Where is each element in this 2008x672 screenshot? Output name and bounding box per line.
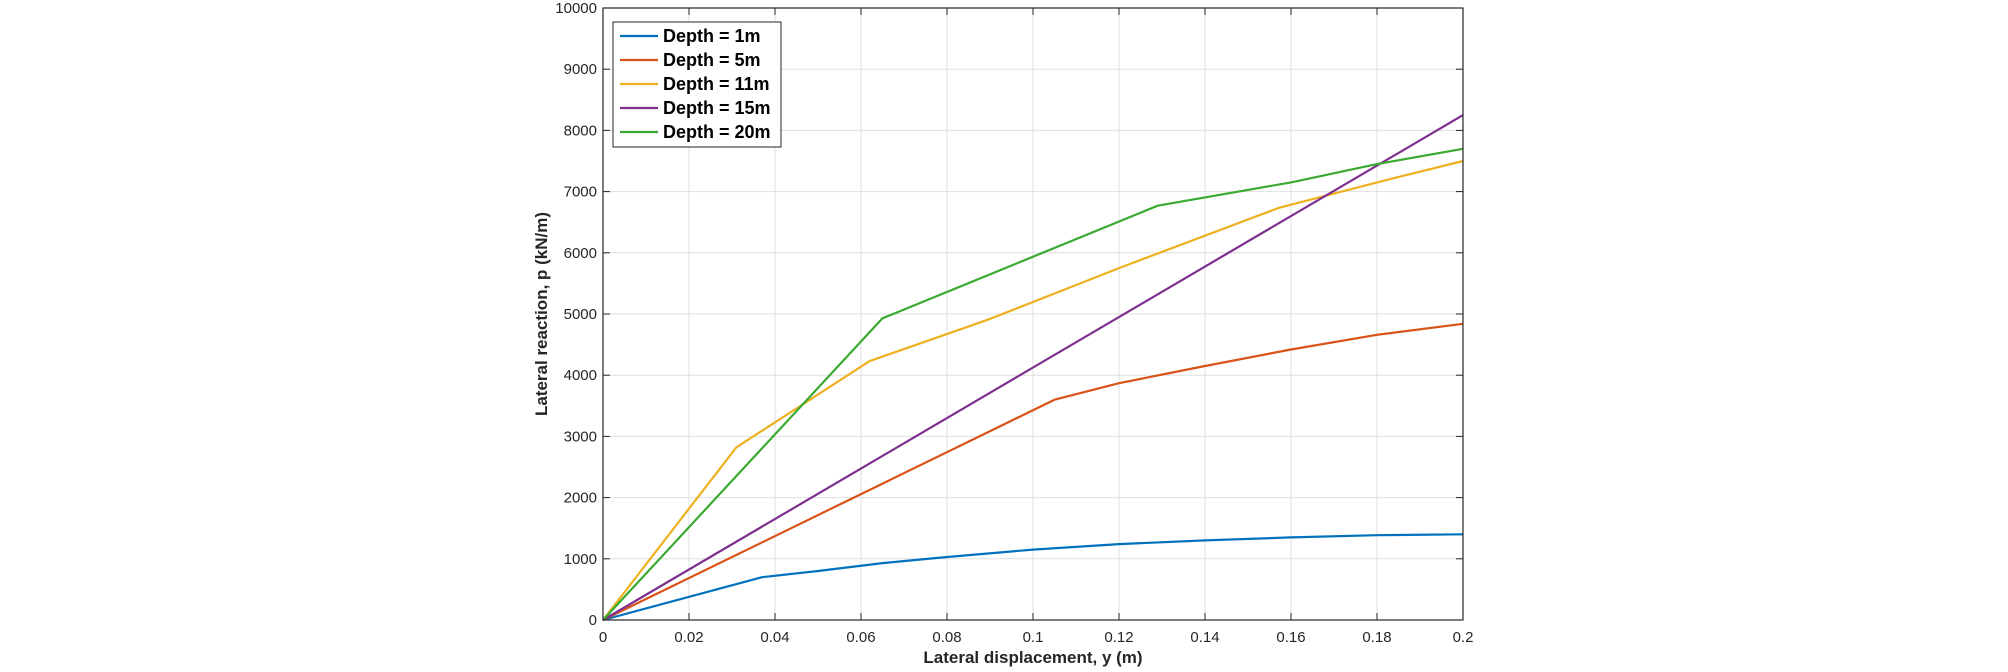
series-lines bbox=[602, 114, 1464, 622]
y-tick-label: 6000 bbox=[564, 245, 597, 262]
x-tick-label: 0.06 bbox=[846, 629, 875, 646]
series-line-3 bbox=[602, 159, 1464, 621]
legend-label-1: Depth = 1m bbox=[663, 26, 761, 46]
y-tick-label: 9000 bbox=[564, 61, 597, 78]
legend: Depth = 1m Depth = 5m Depth = 11m Depth = 1… bbox=[612, 21, 782, 148]
y-tick-label: 3000 bbox=[564, 428, 597, 445]
x-tick-label: 0.18 bbox=[1362, 629, 1391, 646]
y-tick-label: 7000 bbox=[564, 184, 597, 201]
y-tick-label: 1000 bbox=[564, 551, 597, 568]
grid bbox=[603, 8, 1463, 620]
x-tick-label: 0.08 bbox=[932, 629, 961, 646]
y-tick-label: 2000 bbox=[564, 490, 597, 507]
y-axis-label: Lateral reaction, p (kN/m) bbox=[532, 212, 551, 416]
series-line-1 bbox=[602, 533, 1464, 622]
series-line-2 bbox=[602, 322, 1464, 621]
y-tick-label: 8000 bbox=[564, 122, 597, 139]
y-tick-label: 5000 bbox=[564, 306, 597, 323]
legend-label-3: Depth = 11m bbox=[663, 74, 770, 94]
legend-label-2: Depth = 5m bbox=[663, 50, 761, 70]
x-axis-label: Lateral displacement, y (m) bbox=[923, 648, 1142, 667]
y-tick-label: 4000 bbox=[564, 367, 597, 384]
legend-label-4: Depth = 15m bbox=[663, 98, 771, 118]
x-tick-label: 0.14 bbox=[1190, 629, 1219, 646]
ticks bbox=[602, 7, 1464, 621]
x-tick-labels: 0 0.02 0.04 0.06 0.08 0.1 0.12 0.14 0.16 0.18 0.2 bbox=[599, 629, 1474, 646]
y-tick-label: 10000 bbox=[555, 0, 597, 17]
y-tick-label: 0 bbox=[589, 612, 597, 629]
x-tick-label: 0 bbox=[599, 629, 607, 646]
y-tick-labels: 0 1000 2000 3000 4000 5000 6000 7000 8000 9000 100… bbox=[555, 0, 597, 629]
x-tick-label: 0.12 bbox=[1104, 629, 1133, 646]
x-tick-label: 0.04 bbox=[760, 629, 789, 646]
x-tick-label: 0.1 bbox=[1023, 629, 1044, 646]
x-tick-label: 0.02 bbox=[674, 629, 703, 646]
legend-label-5: Depth = 20m bbox=[663, 122, 771, 142]
x-tick-label: 0.16 bbox=[1276, 629, 1305, 646]
series-line-5 bbox=[602, 147, 1464, 621]
series-line-4 bbox=[602, 114, 1464, 621]
x-tick-label: 0.2 bbox=[1453, 629, 1474, 646]
